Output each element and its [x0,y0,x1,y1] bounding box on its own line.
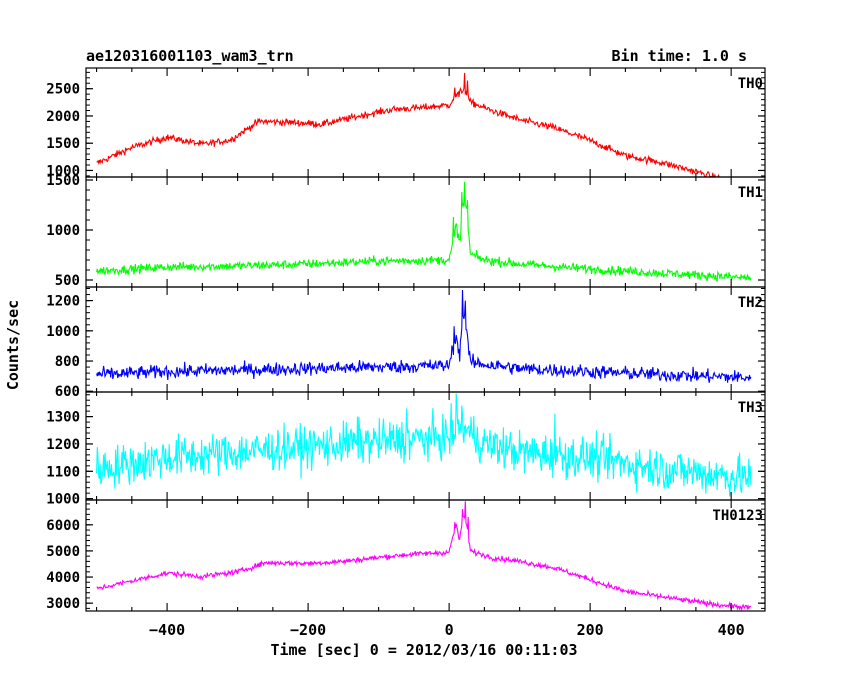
y-tick-label: 2500 [46,82,80,98]
x-tick-label: 200 [577,621,604,639]
x-tick-label: 0 [445,621,454,639]
panel-th0: 1000 1500 2000 2500 TH0 [46,67,766,179]
panel-frame [85,499,766,612]
y-tick-label: 1100 [46,464,80,480]
y-tick-label: 600 [55,384,80,400]
y-tick-label: 6000 [46,518,80,534]
series-line-th3 [96,393,752,497]
y-tick-label: 1000 [46,223,80,239]
series-line-th2 [96,289,752,383]
bin-time-label: Bin time: 1.0 s [612,47,747,65]
series-line-th1 [96,181,752,282]
y-tick-label: 1500 [46,173,80,189]
x-axis: −400 −200 0 200 400 [149,621,745,639]
x-tick-label: −200 [290,621,326,639]
y-tick-label: 3000 [46,596,80,612]
series-label-th1: TH1 [738,185,763,201]
panel-th0123: 3000 4000 5000 6000 TH0123 [46,499,766,612]
series-label-th3: TH3 [738,400,763,416]
series-label-th0123: TH0123 [712,508,763,524]
y-tick-label: 800 [55,354,80,370]
series-line-th0 [96,72,751,178]
y-tick-label: 1200 [46,437,80,453]
y-tick-label: 5000 [46,544,80,560]
panel-frame [85,391,766,501]
panel-frame [85,67,766,178]
panel-th2: 600 800 1000 1200 TH2 [46,286,766,400]
y-tick-label: 500 [55,273,80,289]
y-tick-label: 1300 [46,410,80,426]
y-tick-label: 1000 [46,492,80,508]
series-label-th2: TH2 [738,295,763,311]
y-tick-label: 1500 [46,136,80,152]
y-tick-label: 1200 [46,294,80,310]
y-tick-label: 2000 [46,109,80,125]
x-tick-label: 400 [718,621,745,639]
y-tick-label: 4000 [46,570,80,586]
series-line-th0123 [96,501,752,612]
panel-th3: 1000 1100 1200 1300 TH3 [46,391,766,508]
panel-th1: 500 1000 1500 TH1 [46,173,766,289]
y-tick-label: 1000 [46,163,80,179]
series-label-th0: TH0 [738,76,763,92]
x-axis-label: Time [sec] 0 = 2012/03/16 00:11:03 [270,641,577,659]
y-tick-label: 1000 [46,324,80,340]
y-axis-label: Counts/sec [4,300,22,390]
chart-title: ae120316001103_wam3_trn [86,47,294,65]
x-tick-label: −400 [149,621,185,639]
